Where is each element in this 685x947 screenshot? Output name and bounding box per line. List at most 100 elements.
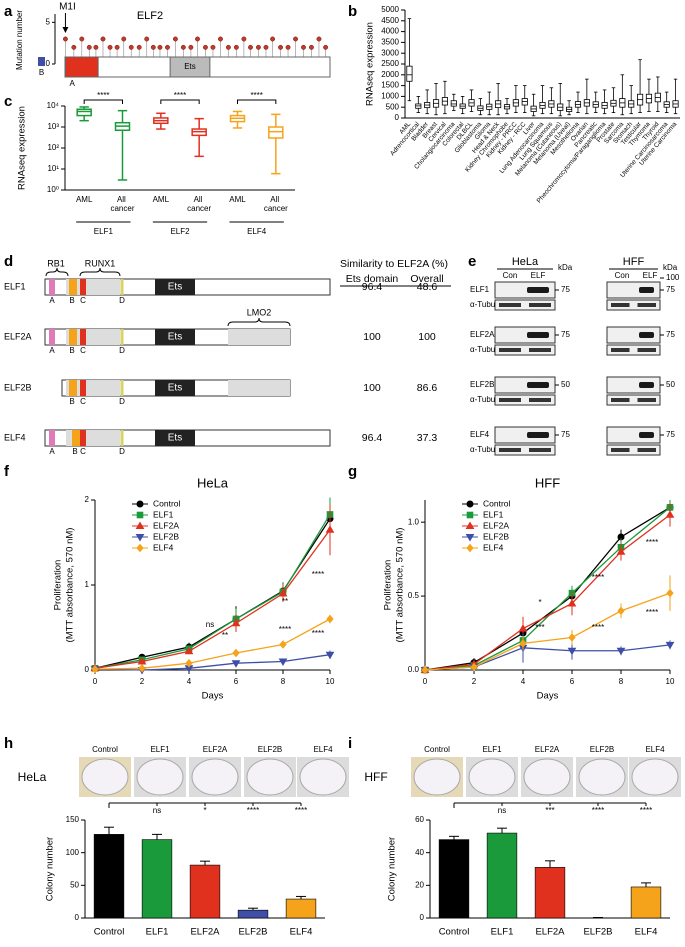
protein-name: ELF1 bbox=[4, 281, 26, 291]
motif-letter: A bbox=[49, 346, 55, 355]
blot bbox=[606, 344, 661, 356]
y-tick-label: 500 bbox=[386, 102, 400, 111]
loading-control: α-Tubulin bbox=[470, 345, 503, 354]
motif-letter: C bbox=[80, 346, 86, 355]
panel-label: h bbox=[4, 735, 13, 752]
y-tick-label: 2 bbox=[85, 495, 90, 504]
significance: * bbox=[203, 806, 206, 815]
box bbox=[268, 126, 284, 139]
lollipop-head bbox=[218, 36, 223, 42]
y-tick-label: 4500 bbox=[381, 16, 399, 25]
photo-label: Control bbox=[92, 745, 118, 754]
legend-label: Control bbox=[483, 498, 511, 508]
x-tick-label: ELF1 bbox=[491, 927, 514, 938]
culture-dish bbox=[191, 758, 239, 796]
y-tick-label: 0.0 bbox=[408, 665, 420, 674]
band bbox=[527, 287, 549, 293]
lollipop-head bbox=[278, 44, 283, 50]
blot bbox=[494, 299, 556, 311]
marker bbox=[326, 614, 334, 624]
marker bbox=[665, 641, 675, 650]
motif-letter: C bbox=[80, 397, 86, 406]
y-tick-label: 1000 bbox=[381, 92, 399, 101]
legend-label: ELF4 bbox=[483, 542, 504, 552]
lollipop-head bbox=[71, 44, 77, 50]
motif-letter: D bbox=[119, 397, 125, 406]
motif-letter: B bbox=[72, 447, 77, 456]
significance: **** bbox=[295, 806, 307, 815]
photo-label: ELF1 bbox=[150, 745, 170, 754]
disordered-region bbox=[66, 329, 120, 345]
lollipop-head bbox=[225, 44, 231, 50]
band bbox=[499, 448, 521, 452]
marker bbox=[617, 606, 625, 616]
bar bbox=[141, 839, 173, 919]
motif-label: RB1 bbox=[47, 258, 65, 268]
culture-dish bbox=[299, 758, 347, 796]
band bbox=[639, 332, 654, 338]
motif bbox=[49, 430, 55, 446]
band bbox=[637, 448, 656, 452]
marker bbox=[568, 633, 576, 642]
significance: **** bbox=[640, 806, 652, 815]
y-axis-label: Proliferation bbox=[383, 560, 394, 611]
y-axis-label: Mutation number bbox=[15, 10, 24, 70]
y-tick-label: 1500 bbox=[381, 81, 399, 90]
size-marker: 75 bbox=[666, 285, 675, 294]
size-marker: 50 bbox=[666, 380, 675, 389]
series-line bbox=[424, 514, 671, 671]
loading-control: α-Tubulin bbox=[470, 445, 503, 454]
x-tick-label: ELF2B bbox=[583, 927, 612, 938]
panel-label: b bbox=[348, 3, 357, 20]
bar bbox=[189, 864, 221, 919]
y-tick-label: 10⁰ bbox=[47, 185, 59, 194]
y-tick-label: 0 bbox=[85, 665, 90, 674]
lmo2-region bbox=[228, 329, 290, 345]
x-tick-label: 8 bbox=[281, 677, 286, 686]
bar bbox=[93, 834, 125, 919]
series-line bbox=[424, 506, 671, 671]
marker bbox=[325, 651, 335, 660]
marker bbox=[137, 657, 147, 665]
ets-domain bbox=[155, 430, 195, 446]
marker bbox=[185, 658, 193, 668]
lollipop-head bbox=[293, 36, 298, 42]
motif-letter: B bbox=[69, 397, 74, 406]
x-tick-label: Control bbox=[94, 927, 125, 938]
lane-label: Con bbox=[503, 271, 518, 280]
marker bbox=[665, 510, 675, 518]
significance: **** bbox=[250, 91, 262, 100]
blot bbox=[606, 299, 661, 311]
lollipop-head bbox=[263, 44, 269, 50]
lollipop-head bbox=[121, 36, 127, 42]
lollipop-head bbox=[195, 36, 200, 42]
blot bbox=[494, 344, 556, 356]
motif bbox=[69, 329, 77, 345]
y-axis-label: (MTT absorbance, 570 nM) bbox=[65, 528, 76, 643]
lollipop-head bbox=[210, 44, 216, 50]
motif bbox=[120, 430, 124, 446]
band bbox=[499, 398, 521, 402]
x-tick-label: 6 bbox=[234, 677, 239, 686]
culture-dish bbox=[81, 758, 129, 796]
photo-label: ELF2A bbox=[535, 745, 560, 754]
series-line bbox=[424, 506, 671, 671]
y-axis-label: Colony number bbox=[45, 837, 56, 901]
lollipop-head bbox=[285, 44, 291, 50]
domain bbox=[169, 56, 211, 78]
significance: **** bbox=[592, 573, 604, 582]
blot-target: ELF2B bbox=[470, 380, 494, 389]
bar bbox=[285, 898, 317, 919]
motif-label: LMO2 bbox=[247, 307, 272, 317]
lane-label: Con bbox=[615, 271, 630, 280]
y-axis-label: RNAseq expression bbox=[365, 22, 376, 106]
ets-domain bbox=[155, 380, 195, 396]
band bbox=[611, 448, 630, 452]
y-tick-label: 4000 bbox=[381, 27, 399, 36]
legend-label: ELF2B bbox=[483, 531, 509, 541]
lollipop-head bbox=[114, 44, 120, 50]
motif bbox=[69, 380, 77, 396]
legend-marker bbox=[465, 521, 475, 529]
x-axis-label: Days bbox=[202, 691, 224, 702]
